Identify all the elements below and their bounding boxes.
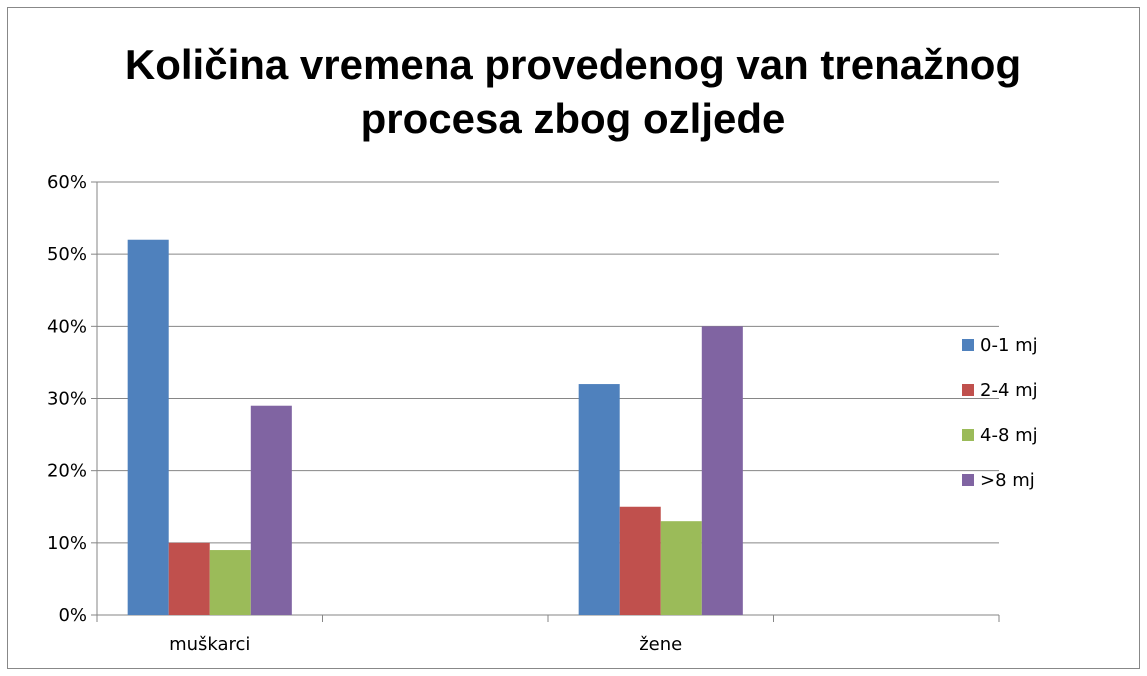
y-tick-label: 40% xyxy=(47,316,87,337)
legend-label: 0-1 mj xyxy=(980,335,1038,356)
chart-title: Količina vremena provedenog van trenažno… xyxy=(124,41,1022,142)
bar xyxy=(578,384,620,615)
legend-label: >8 mj xyxy=(980,470,1035,491)
y-tick-label: 10% xyxy=(47,533,87,554)
y-tick-label: 30% xyxy=(47,389,87,410)
y-tick-label: 60% xyxy=(47,172,87,193)
chart-border xyxy=(7,7,1140,669)
legend-swatch xyxy=(962,339,974,351)
bar xyxy=(209,550,251,615)
y-tick-label: 0% xyxy=(58,605,87,626)
bar xyxy=(660,521,702,615)
bar xyxy=(701,326,743,615)
bar xyxy=(250,405,292,615)
x-tick-label: žene xyxy=(639,634,682,655)
y-tick-label: 20% xyxy=(47,461,87,482)
legend-swatch xyxy=(962,429,974,441)
bar xyxy=(619,506,661,615)
bar xyxy=(168,542,210,615)
x-tick-label: muškarci xyxy=(169,634,250,655)
legend-swatch xyxy=(962,384,974,396)
legend-label: 4-8 mj xyxy=(980,425,1038,446)
legend-swatch xyxy=(962,474,974,486)
legend-label: 2-4 mj xyxy=(980,380,1038,401)
y-tick-label: 50% xyxy=(47,244,87,265)
bar xyxy=(127,239,169,615)
